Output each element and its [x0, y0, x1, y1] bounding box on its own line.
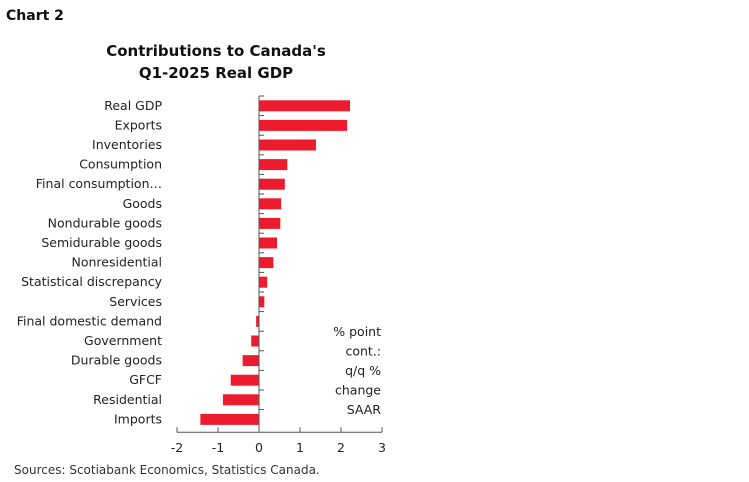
category-label: Nonresidential	[71, 255, 162, 270]
bar	[259, 276, 268, 288]
bar	[259, 217, 281, 229]
bar	[259, 237, 278, 249]
x-tick-label: 1	[296, 440, 304, 455]
x-tick-label: 3	[378, 440, 386, 455]
bar	[259, 159, 288, 171]
x-tick-label: -2	[171, 440, 183, 455]
x-tick-label: -1	[212, 440, 224, 455]
chart-title-line-2: Q1-2025 Real GDP	[139, 64, 293, 82]
chart-title-line-1: Contributions to Canada's	[106, 42, 326, 60]
category-label: GFCF	[129, 372, 162, 387]
chart-header: Chart 2	[6, 8, 64, 24]
bar	[259, 100, 351, 112]
category-label: Residential	[93, 392, 162, 407]
bar	[256, 315, 259, 327]
x-tick-label: 0	[255, 440, 263, 455]
bar	[259, 119, 348, 131]
source-note: Sources: Scotiabank Economics, Statistic…	[14, 463, 320, 477]
bar	[259, 178, 285, 190]
bar	[259, 257, 274, 269]
bar	[251, 335, 259, 347]
category-label: Imports	[114, 411, 162, 426]
bar	[259, 139, 316, 151]
unit-annotation: SAAR	[347, 402, 382, 417]
category-label: Goods	[123, 196, 162, 211]
category-label: Final consumption…	[36, 176, 162, 191]
bar	[259, 296, 265, 308]
category-label: Inventories	[92, 137, 162, 152]
category-label: Exports	[115, 117, 162, 132]
unit-annotation: q/q %	[345, 363, 381, 378]
category-label: Semidurable goods	[41, 235, 162, 250]
category-label: Final domestic demand	[17, 313, 162, 328]
unit-annotation: % point	[333, 324, 381, 339]
unit-annotation: cont.:	[345, 344, 381, 359]
bar	[230, 374, 259, 386]
bar	[259, 198, 282, 210]
category-label: Nondurable goods	[48, 215, 162, 230]
category-label: Real GDP	[104, 98, 162, 113]
category-label: Durable goods	[71, 353, 162, 368]
category-label: Services	[109, 294, 162, 309]
category-label: Consumption	[79, 157, 162, 172]
bar	[200, 413, 259, 425]
x-tick-label: 2	[337, 440, 345, 455]
bar	[222, 394, 259, 406]
category-label: Government	[84, 333, 162, 348]
unit-annotation: change	[335, 383, 381, 398]
bar	[242, 355, 259, 367]
category-label: Statistical discrepancy	[21, 274, 162, 289]
